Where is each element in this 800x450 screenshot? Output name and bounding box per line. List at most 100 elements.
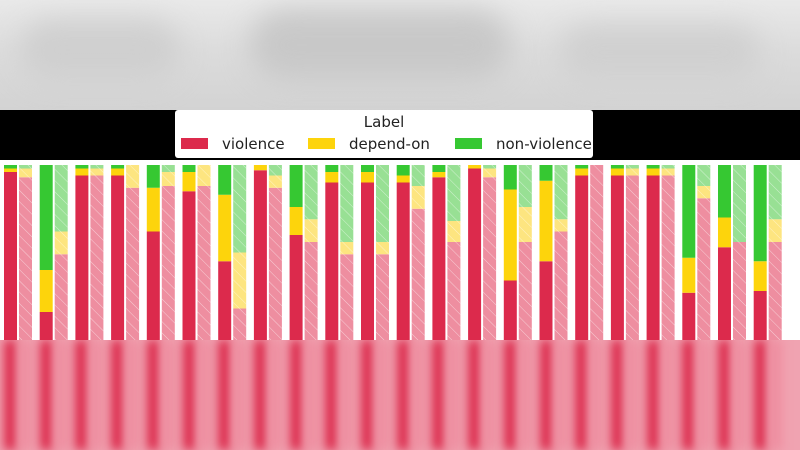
bar-solid-depend-on [575, 168, 589, 176]
bar-hatch-overlay [697, 165, 711, 186]
bar-solid-non-violence [4, 165, 17, 169]
bar-solid-depend-on [39, 270, 53, 312]
blurred-bar-reflection [126, 340, 140, 450]
bar-solid-violence [111, 175, 125, 340]
bar-solid-depend-on [325, 172, 339, 183]
blurred-bar-reflection [218, 340, 232, 450]
blurred-bar-reflection [54, 340, 68, 450]
bar-solid-depend-on [646, 168, 660, 176]
blurred-bar-reflection [575, 340, 589, 450]
legend-label: non-violence [496, 135, 592, 153]
bar-solid-depend-on [361, 172, 374, 183]
blurred-bar-reflection [468, 340, 482, 450]
bar-hatch-overlay [126, 187, 140, 340]
bar-solid-non-violence [361, 165, 374, 172]
bar-solid-violence [4, 172, 17, 340]
blurred-bar-reflection [268, 340, 282, 450]
blurred-bar-reflection [361, 340, 374, 450]
bar-solid-depend-on [182, 172, 196, 192]
bar-solid-depend-on [75, 168, 89, 176]
bar-solid-non-violence [539, 165, 553, 181]
blurred-bar-reflection [590, 340, 604, 450]
bar-hatch-overlay [304, 165, 318, 220]
blurred-bar-reflection [90, 340, 104, 450]
legend-swatch-depend-on [308, 138, 335, 149]
blurred-bar-reflection [39, 340, 53, 450]
bar-hatch-overlay [197, 186, 211, 340]
legend-title: Label [363, 113, 405, 131]
blurred-bar-reflection [539, 340, 553, 450]
bar-hatch-overlay [554, 165, 568, 220]
bar-hatch-overlay [19, 168, 32, 178]
blurred-bar-reflection [697, 340, 711, 450]
bar-hatch-overlay [268, 165, 282, 176]
blurred-bar-reflection [661, 340, 675, 450]
bar-hatch-overlay [554, 231, 568, 340]
bar-hatch-overlay [19, 165, 32, 169]
bar-hatch-overlay [625, 165, 639, 169]
blurred-bar-reflection [432, 340, 446, 450]
bar-hatch-overlay [54, 165, 68, 232]
bar-solid-non-violence [146, 165, 160, 188]
bar-hatch-overlay [447, 221, 461, 242]
bar-hatch-overlay [161, 186, 175, 340]
bar-solid-non-violence [39, 165, 53, 270]
bar-solid-non-violence [325, 165, 339, 172]
bar-solid-non-violence [753, 165, 767, 262]
bar-solid-depend-on [218, 194, 232, 262]
bar-hatch-overlay [518, 165, 532, 207]
blurred-bar-reflection [768, 340, 782, 450]
bar-hatch-overlay [54, 231, 68, 255]
blurred-bar-reflection [75, 340, 89, 450]
bar-hatch-overlay [304, 219, 318, 242]
bar-hatch-overlay [697, 186, 711, 199]
bar-hatch-overlay [483, 177, 497, 340]
blurred-shape [20, 20, 180, 80]
bar-solid-non-violence [646, 165, 660, 169]
bar-hatch-overlay [733, 165, 746, 242]
bar-solid-non-violence [289, 165, 303, 207]
blurred-bar-reflection [325, 340, 339, 450]
bar-hatch-overlay [54, 254, 68, 340]
bar-hatch-overlay [90, 168, 104, 176]
bar-hatch-overlay [340, 165, 354, 242]
bar-solid-depend-on [610, 168, 624, 176]
legend-label: depend-on [349, 135, 430, 153]
bar-hatch-overlay [590, 165, 604, 340]
bar-solid-violence [75, 175, 89, 340]
bar-hatch-overlay [625, 168, 639, 176]
bar-solid-non-violence [396, 165, 410, 176]
blurred-bar-reflection [483, 340, 497, 450]
blurred-bar-reflection [646, 340, 660, 450]
bar-solid-violence [646, 175, 660, 340]
blurred-bar-reflection [253, 340, 267, 450]
bar-solid-non-violence [432, 165, 446, 172]
bar-solid-violence [325, 182, 339, 340]
bar-solid-violence [396, 182, 410, 340]
bar-hatch-overlay [90, 175, 104, 340]
bar-hatch-overlay [518, 242, 532, 340]
bar-solid-violence [182, 191, 196, 340]
blurred-shape [250, 10, 510, 80]
bar-hatch-overlay [90, 165, 104, 169]
bar-hatch-overlay [340, 254, 354, 340]
bar-hatch-overlay [411, 165, 425, 186]
blurred-shape [560, 25, 760, 80]
bar-solid-non-violence [682, 165, 696, 258]
blurred-bar-reflection [197, 340, 211, 450]
bar-solid-depend-on [682, 257, 696, 293]
blurred-bar-reflection [182, 340, 196, 450]
bar-solid-non-violence [503, 165, 517, 190]
blurred-bar-reflection [503, 340, 517, 450]
blurred-bar-reflection [233, 340, 247, 450]
bar-solid-violence [432, 177, 446, 340]
bar-solid-violence [610, 175, 624, 340]
blurred-bar-reflection [111, 340, 125, 450]
bar-solid-violence [39, 312, 53, 340]
bar-hatch-overlay [411, 208, 425, 340]
bar-hatch-overlay [554, 219, 568, 232]
blurred-background-top [0, 0, 800, 110]
bar-solid-violence [539, 261, 553, 340]
bar-hatch-overlay [233, 308, 247, 340]
bar-solid-violence [718, 247, 731, 340]
